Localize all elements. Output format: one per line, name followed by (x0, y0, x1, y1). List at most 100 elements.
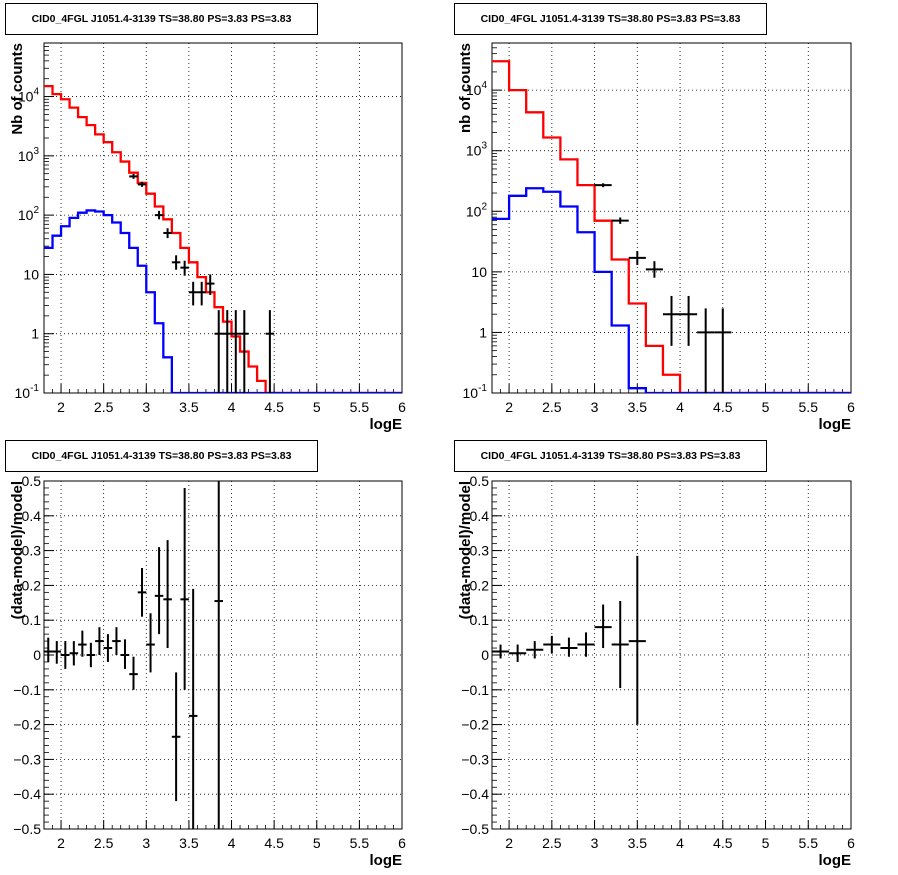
x-tick-label: 2 (57, 835, 65, 851)
y-tick-label: 10 (471, 264, 487, 280)
x-tick-label: 5.5 (350, 835, 370, 851)
panel-1-title: CID0_4FGL J1051.4-3139 TS=38.80 PS=3.83 … (5, 3, 318, 35)
y-tick-label: −0.3 (461, 751, 489, 767)
x-tick-label: 6 (398, 399, 406, 415)
y-tick-label: 0 (33, 647, 41, 663)
data-point (492, 644, 510, 659)
panel-3-title: CID0_4FGL J1051.4-3139 TS=38.80 PS=3.83 … (5, 440, 318, 472)
data-point (214, 310, 223, 393)
x-tick-label: 4 (228, 835, 236, 851)
data-point (180, 487, 189, 690)
data-point (154, 547, 164, 635)
y-axis-label: nb of counts (457, 43, 474, 133)
x-axis-label: logE (370, 852, 403, 869)
x-tick-label: 2 (505, 399, 513, 415)
data-point (628, 251, 646, 265)
data-point (146, 613, 155, 673)
y-tick-label: 10-1 (15, 383, 40, 401)
x-tick-label: 3.5 (179, 835, 199, 851)
plot-frame (491, 480, 852, 830)
y-tick-label: 0.5 (22, 473, 42, 489)
data-point (154, 210, 164, 220)
x-tick-label: 5 (313, 835, 321, 851)
data-point (577, 632, 595, 657)
x-tick-label: 3 (591, 835, 599, 851)
y-tick-label: 0.2 (470, 577, 490, 593)
data-point (163, 228, 172, 239)
series-group (492, 60, 851, 393)
data-point (205, 274, 215, 295)
panel-2-title: CID0_4FGL J1051.4-3139 TS=38.80 PS=3.83 … (454, 3, 767, 35)
y-tick-label: 0 (481, 647, 489, 663)
x-tick-label: 3 (591, 399, 599, 415)
y-axis-label: (data-model)/model (9, 481, 26, 619)
x-tick-label: 4.5 (713, 835, 733, 851)
y-tick-label: 10-1 (463, 383, 488, 401)
y-tick-label: 0.5 (470, 473, 490, 489)
y-tick-label: −0.1 (13, 682, 41, 698)
x-tick-label: 5.5 (799, 835, 819, 851)
x-tick-label: 4.5 (264, 835, 284, 851)
y-tick-label: −0.1 (461, 682, 489, 698)
data-point (662, 295, 681, 346)
data-point (509, 644, 527, 662)
x-tick-label: 2 (57, 399, 65, 415)
y-tick-label: −0.2 (13, 717, 41, 733)
y-tick-label: 104 (466, 80, 488, 98)
plot-frame (43, 42, 403, 394)
data-point (120, 639, 130, 669)
series-group (44, 481, 223, 829)
panel-4-title: CID0_4FGL J1051.4-3139 TS=38.80 PS=3.83 … (454, 440, 767, 472)
x-tick-label: 2.5 (542, 835, 562, 851)
y-tick-label: 10 (23, 266, 39, 282)
y-tick-label: 1 (31, 326, 39, 342)
data-point (645, 261, 663, 278)
y-tick-label: −0.2 (461, 717, 489, 733)
data-point (240, 310, 249, 393)
y-tick-label: 0.1 (22, 612, 42, 628)
data-point (594, 604, 612, 649)
x-tick-label: 3.5 (179, 399, 199, 415)
y-tick-label: 102 (18, 205, 40, 223)
x-tick-label: 2.5 (542, 399, 562, 415)
x-tick-label: 5 (313, 399, 321, 415)
x-tick-label: 4.5 (264, 399, 284, 415)
data-point (543, 635, 561, 654)
x-tick-label: 4.5 (713, 399, 733, 415)
x-tick-label: 2.5 (94, 835, 114, 851)
y-tick-label: −0.3 (13, 751, 41, 767)
y-tick-label: 0.3 (470, 543, 490, 559)
data-point (78, 630, 87, 657)
data-point (611, 601, 629, 689)
data-point (214, 481, 223, 829)
x-tick-label: 5 (762, 399, 770, 415)
y-tick-label: 104 (18, 87, 40, 105)
y-tick-label: 102 (466, 201, 488, 219)
model-total-step-line (44, 84, 402, 393)
y-tick-label: 1 (479, 324, 487, 340)
x-tick-label: 3.5 (628, 835, 648, 851)
data-point (628, 555, 646, 725)
data-point (265, 310, 275, 393)
model-total-step-line (492, 60, 851, 393)
model-source-step-line (492, 187, 851, 393)
data-point (163, 540, 172, 649)
data-point (188, 588, 198, 829)
y-tick-label: 0.4 (470, 508, 490, 524)
x-tick-label: 2.5 (94, 399, 114, 415)
data-point (95, 627, 104, 655)
x-tick-label: 6 (847, 399, 855, 415)
x-tick-label: 3 (142, 835, 150, 851)
data-point (52, 641, 62, 664)
series-group (44, 84, 402, 393)
y-axis-label: Nb of counts (9, 43, 26, 135)
x-tick-label: 4 (676, 399, 684, 415)
data-point (137, 181, 147, 187)
data-point (137, 568, 147, 617)
y-axis-label: (data-model)/model (457, 481, 474, 619)
data-point (560, 637, 578, 657)
